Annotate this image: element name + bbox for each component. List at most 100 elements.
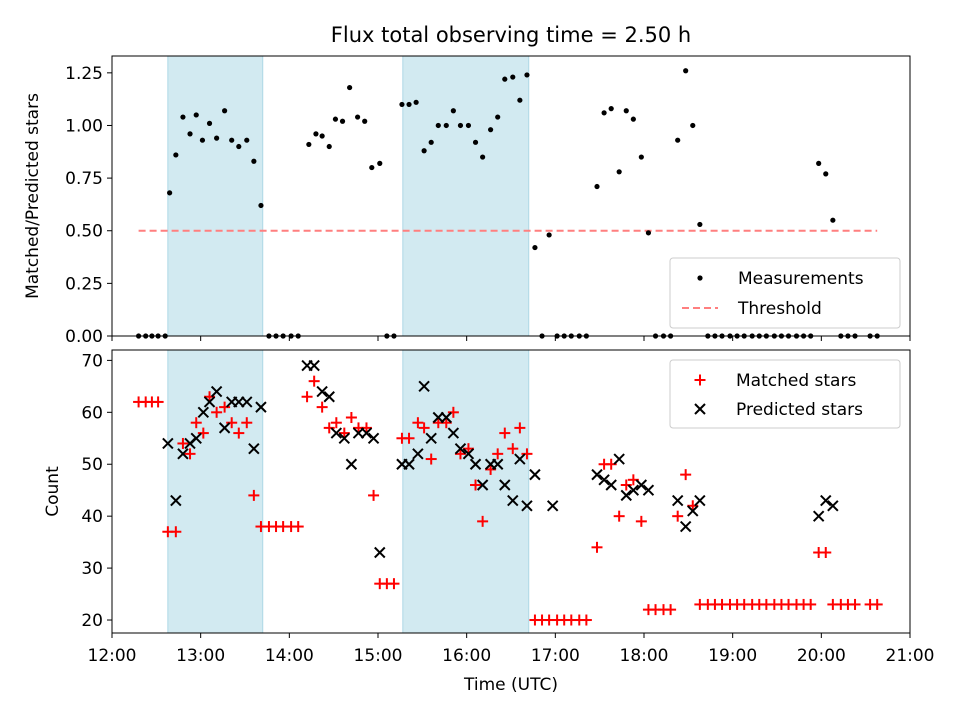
matched-point: [462, 443, 474, 455]
matched-point: [388, 578, 400, 590]
measurement-point: [187, 131, 193, 137]
predicted-point: [827, 500, 839, 512]
predicted-point: [210, 385, 223, 398]
cross-stroke: [338, 432, 351, 444]
x-tick-label: 17:00: [531, 646, 580, 666]
measurement-point: [465, 122, 472, 129]
predicted-point: [627, 484, 640, 496]
predicted-point: [241, 396, 253, 408]
matched-point: [338, 427, 350, 439]
matched-point: [470, 479, 482, 491]
x-tick-label: 15:00: [354, 646, 403, 666]
cross-stroke: [820, 494, 832, 507]
predicted-point: [820, 494, 832, 507]
y-tick-label: 50: [81, 455, 103, 475]
predicted-point: [529, 468, 541, 481]
matched-point: [620, 479, 632, 491]
measurement-point: [244, 137, 250, 143]
y-tick-label: 70: [81, 351, 103, 371]
predicted-point: [462, 448, 475, 460]
cross-stroke: [403, 458, 415, 470]
measurement-point: [355, 114, 361, 120]
measurement-point: [229, 137, 235, 143]
y-tick-label: 0.75: [65, 169, 103, 189]
ratio-panel: 0.00 0.25 0.50 0.75 1.00 1.25 Matched/Predict…: [23, 55, 911, 347]
cross-stroke: [499, 479, 511, 491]
predicted-point: [338, 432, 351, 444]
cross-stroke: [374, 546, 386, 559]
measurement-point: [339, 118, 346, 124]
cross-stroke: [241, 396, 253, 408]
predicted-point: [374, 546, 386, 559]
cross-stroke: [316, 385, 328, 398]
cross-stroke: [162, 437, 174, 450]
matched-point: [871, 598, 883, 610]
cross-stroke: [812, 510, 825, 522]
matched-point: [219, 401, 231, 413]
measurement-point: [510, 74, 516, 80]
predicted-point: [546, 500, 559, 512]
measurement-point: [616, 169, 622, 175]
cross-stroke: [447, 427, 460, 439]
y-tick-label: 20: [81, 611, 103, 631]
ratio-plot-frame: [111, 55, 911, 337]
predicted-point: [476, 479, 489, 491]
cross-stroke: [462, 448, 475, 460]
cross-stroke: [203, 396, 216, 408]
matched-point: [499, 427, 511, 439]
predicted-point: [620, 489, 632, 502]
predicted-point: [694, 494, 706, 507]
count-plot-frame: [111, 349, 911, 634]
cross-stroke: [598, 474, 610, 486]
predicted-point: [642, 484, 655, 496]
matched-point: [454, 448, 466, 460]
predicted-point: [190, 432, 202, 444]
cross-stroke: [529, 468, 541, 481]
measurement-point: [690, 122, 696, 129]
matched-point: [403, 432, 415, 444]
cross-stroke: [476, 479, 489, 491]
predicted-point: [507, 494, 519, 507]
measurement-point: [517, 97, 523, 103]
cross-stroke: [170, 494, 182, 507]
measurement-point: [594, 183, 600, 190]
count-legend-box: [669, 359, 901, 429]
measurement-point: [830, 217, 836, 223]
matched-point: [308, 375, 320, 387]
measurement-point: [524, 72, 530, 78]
cross-stroke: [687, 505, 699, 517]
measurement-point: [369, 164, 375, 171]
matched-point: [323, 422, 335, 434]
legend-plus-glyph: [694, 374, 706, 386]
measurement-point: [406, 101, 412, 108]
predicted-point: [499, 479, 511, 491]
count-panel: 20 30 40 50 60 70 12:00 13:00 14:00 15:00 16:00 17…: [43, 349, 935, 695]
y-tick-label: 0.25: [65, 274, 103, 294]
measurement-point: [222, 108, 228, 114]
cross-stroke: [469, 458, 482, 470]
matched-point: [492, 448, 504, 460]
cross-stroke: [605, 479, 617, 491]
cross-stroke: [197, 406, 210, 419]
measurement-point: [532, 244, 538, 251]
predicted-point: [605, 479, 617, 491]
x-tick-label: 14:00: [265, 646, 314, 666]
matched-point: [591, 541, 603, 553]
count-x-ticks: 12:00 13:00 14:00 15:00 16:00 17:00 18:00 19:00…: [88, 633, 935, 666]
measurement-point: [313, 131, 319, 137]
chart-title: Flux total observing time = 2.50 h: [331, 23, 691, 47]
measurement-point: [421, 148, 427, 154]
predicted-point: [687, 505, 699, 517]
matched-point: [330, 417, 342, 429]
cross-stroke: [330, 427, 343, 439]
ratio-y-axis-label: Matched/Predicted stars: [23, 93, 43, 299]
legend-matched-marker: [694, 374, 706, 386]
matched-point: [152, 396, 164, 408]
x-tick-label: 18:00: [620, 646, 669, 666]
predicted-point: [613, 453, 625, 465]
cross-stroke: [412, 448, 424, 460]
matched-point: [485, 463, 497, 475]
matched-point: [190, 417, 202, 429]
predicted-point: [255, 401, 267, 413]
